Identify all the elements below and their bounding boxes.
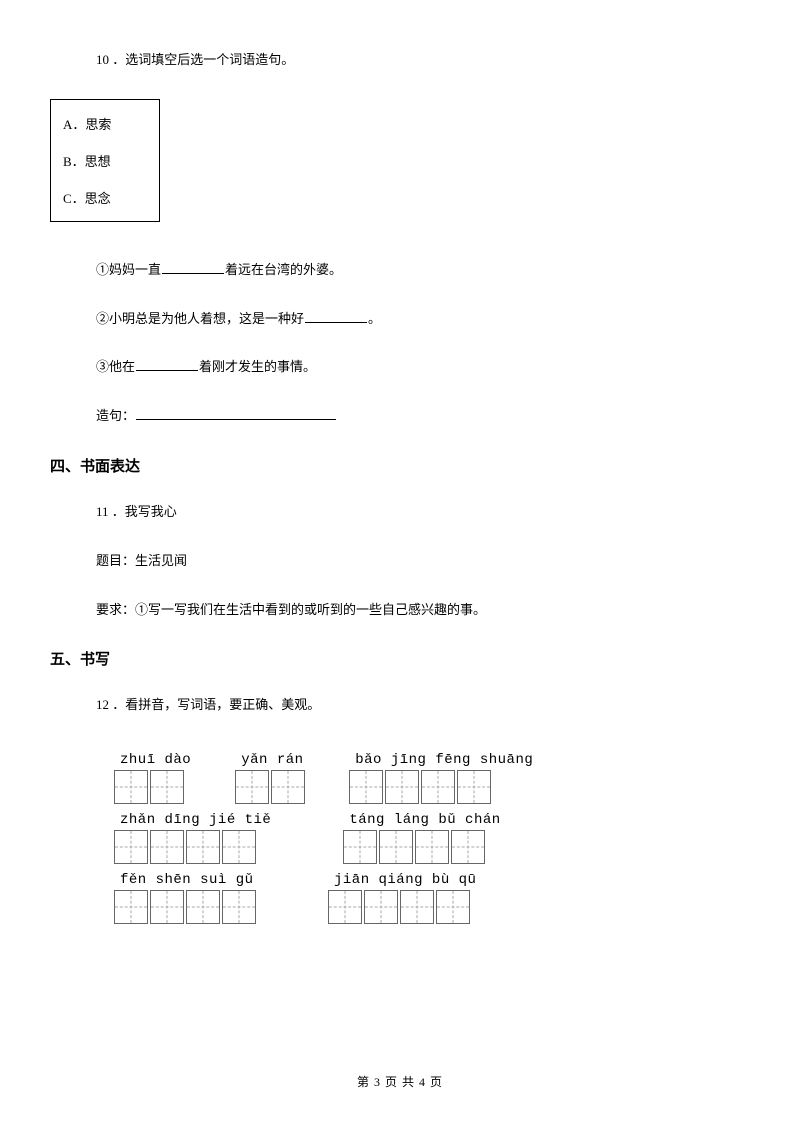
- tianzi-box[interactable]: [222, 890, 256, 924]
- q10-option-a: A．思索: [63, 114, 147, 133]
- tianzi-box[interactable]: [364, 890, 398, 924]
- tianzi-box[interactable]: [385, 770, 419, 804]
- tianzi-box[interactable]: [328, 890, 362, 924]
- pinyin-label: zhǎn dīng jié tiě: [114, 812, 271, 828]
- pinyin-group: fěn shēn suì gǔ: [114, 872, 256, 924]
- pinyin-writing-area: zhuī dào yǎn rán bǎo jīng fēng shuāng: [114, 752, 750, 924]
- pinyin-group: jiān qiáng bù qū: [328, 872, 476, 924]
- q10-sentence-3: ③他在着刚才发生的事情。: [96, 357, 750, 378]
- pinyin-group: táng láng bǔ chán: [343, 812, 500, 864]
- pinyin-group: zhǎn dīng jié tiě: [114, 812, 271, 864]
- pinyin-label: jiān qiáng bù qū: [328, 872, 476, 888]
- pinyin-label: fěn shēn suì gǔ: [114, 872, 256, 888]
- tianzi-box[interactable]: [271, 770, 305, 804]
- tianzi-box[interactable]: [150, 890, 184, 924]
- tianzi-box[interactable]: [451, 830, 485, 864]
- blank[interactable]: [136, 358, 198, 371]
- pinyin-row-3: fěn shēn suì gǔ jiān qiáng bù qū: [114, 872, 750, 924]
- pinyin-group: yǎn rán: [235, 752, 305, 804]
- q10-prompt: 10 ．选词填空后选一个词语造句。: [96, 50, 750, 71]
- blank[interactable]: [305, 310, 367, 323]
- q12-number: 12 ．: [96, 697, 125, 712]
- q11-prompt: 11 ．我写我心: [96, 502, 750, 523]
- pinyin-group: bǎo jīng fēng shuāng: [349, 752, 533, 804]
- tianzi-box[interactable]: [400, 890, 434, 924]
- tianzi-box[interactable]: [114, 770, 148, 804]
- blank[interactable]: [162, 261, 224, 274]
- q10-sentence-2: ②小明总是为他人着想，这是一种好。: [96, 309, 750, 330]
- tianzi-box[interactable]: [235, 770, 269, 804]
- q11-number: 11 ．: [96, 504, 125, 519]
- tianzi-box[interactable]: [436, 890, 470, 924]
- section-4-heading: 四、书面表达: [50, 455, 750, 476]
- tianzi-box[interactable]: [114, 830, 148, 864]
- tianzi-box[interactable]: [457, 770, 491, 804]
- tianzi-box[interactable]: [222, 830, 256, 864]
- q10-option-b: B．思想: [63, 151, 147, 170]
- tianzi-box[interactable]: [186, 890, 220, 924]
- pinyin-row-1: zhuī dào yǎn rán bǎo jīng fēng shuāng: [114, 752, 750, 804]
- q10-options-box: A．思索 B．思想 C．思念: [50, 99, 160, 222]
- tianzi-box[interactable]: [421, 770, 455, 804]
- pinyin-label: táng láng bǔ chán: [343, 812, 500, 828]
- tianzi-box[interactable]: [349, 770, 383, 804]
- pinyin-label: zhuī dào: [114, 752, 191, 768]
- q11-topic: 题目：生活见闻: [96, 551, 750, 572]
- blank[interactable]: [136, 407, 336, 420]
- tianzi-box[interactable]: [343, 830, 377, 864]
- pinyin-row-2: zhǎn dīng jié tiě táng láng bǔ chán: [114, 812, 750, 864]
- pinyin-label: bǎo jīng fēng shuāng: [349, 752, 533, 768]
- tianzi-box[interactable]: [150, 830, 184, 864]
- q10-make-sentence: 造句：: [96, 406, 750, 427]
- pinyin-label: yǎn rán: [235, 752, 305, 768]
- page-footer: 第 3 页 共 4 页: [0, 1073, 800, 1090]
- q10-option-c: C．思念: [63, 188, 147, 207]
- section-5-heading: 五、书写: [50, 648, 750, 669]
- q11-requirement: 要求：①写一写我们在生活中看到的或听到的一些自己感兴趣的事。: [96, 600, 750, 621]
- tianzi-box[interactable]: [114, 890, 148, 924]
- q10-sentence-1: ①妈妈一直着远在台湾的外婆。: [96, 260, 750, 281]
- tianzi-box[interactable]: [379, 830, 413, 864]
- pinyin-group: zhuī dào: [114, 752, 191, 804]
- q10-number: 10 ．: [96, 52, 125, 67]
- tianzi-box[interactable]: [415, 830, 449, 864]
- tianzi-box[interactable]: [150, 770, 184, 804]
- tianzi-box[interactable]: [186, 830, 220, 864]
- q12-prompt: 12 ．看拼音，写词语，要正确、美观。: [96, 695, 750, 716]
